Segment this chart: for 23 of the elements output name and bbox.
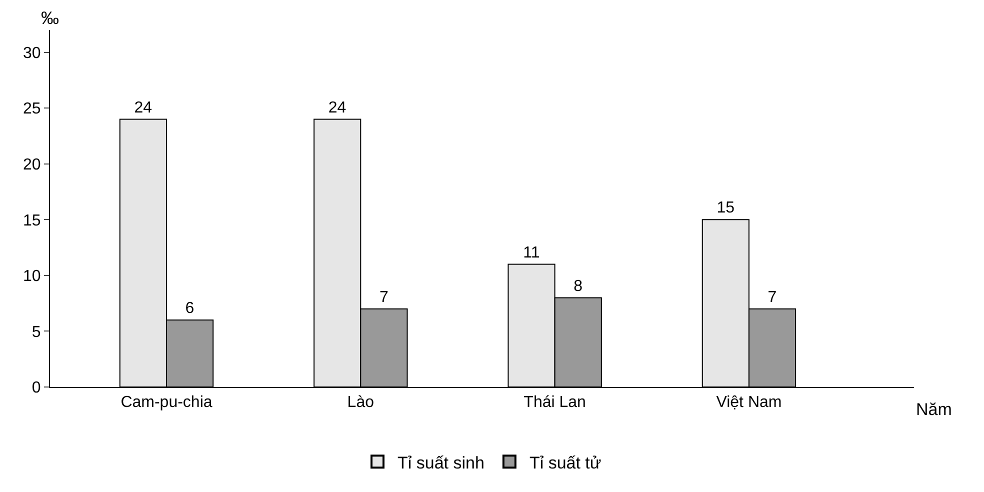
legend-label: Tỉ suất sinh [398, 453, 484, 472]
y-tick-label: 20 [23, 156, 41, 174]
data-label: 24 [328, 99, 346, 116]
x-tick-label: Việt Nam [716, 394, 782, 412]
legend-label: Tỉ suất tử [529, 453, 602, 472]
y-tick-label: 15 [23, 212, 41, 230]
data-label: 11 [523, 244, 540, 262]
data-label: 7 [768, 288, 777, 306]
y-axis-title: ‰ [41, 8, 59, 28]
data-label: 6 [185, 300, 194, 318]
x-tick-label: Lào [347, 394, 374, 412]
y-tick-label: 0 [32, 380, 41, 397]
x-tick-label: Cam-pu-chia [120, 394, 212, 412]
data-label: 15 [716, 200, 735, 217]
y-tick-label: 25 [23, 100, 41, 118]
y-tick-label: 10 [23, 268, 41, 286]
x-tick-label: Thái Lan [524, 394, 586, 412]
y-tick-label: 5 [32, 324, 41, 341]
data-label: 8 [574, 278, 583, 295]
data-label: 24 [134, 99, 152, 116]
x-axis-title: Năm [916, 400, 952, 419]
y-tick-label: 30 [23, 44, 41, 62]
data-label: 7 [379, 288, 388, 306]
